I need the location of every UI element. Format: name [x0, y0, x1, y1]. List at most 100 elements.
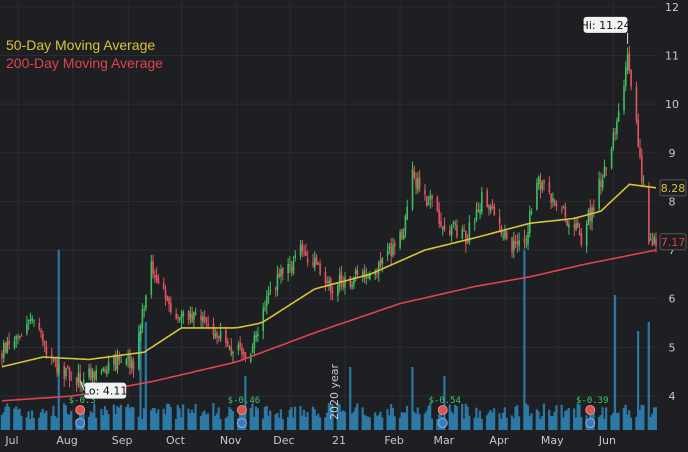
candle-body [132, 361, 135, 370]
volume-bar [405, 405, 409, 430]
candle-body [88, 368, 90, 377]
volume-bar [468, 415, 471, 430]
volume-bar [4, 406, 7, 430]
volume-bar [510, 415, 514, 430]
candle-body [573, 224, 576, 229]
candle-body [1, 353, 3, 359]
candle-body [43, 340, 46, 345]
volume-bar [201, 412, 204, 430]
candle-body [651, 240, 654, 246]
volume-bar [336, 403, 339, 430]
dividend-label: $-0.46 [228, 396, 261, 406]
volume-bar [354, 407, 357, 430]
x-tick-label: Feb [384, 434, 403, 447]
candle-body [20, 335, 23, 337]
candle-body [491, 205, 494, 209]
candle-body [292, 260, 295, 274]
candle-body [363, 270, 366, 279]
candle-body [205, 317, 208, 323]
volume-bar [638, 409, 641, 430]
volume-bar [487, 412, 490, 430]
volume-bar [436, 418, 439, 430]
legend-ma200: 200-Day Moving Average [6, 55, 163, 71]
candle-body [54, 359, 57, 361]
candle-body [145, 295, 147, 309]
y-tick-label: 7 [669, 244, 676, 257]
volume-bar [16, 409, 19, 430]
volume-bar [418, 414, 421, 430]
candle-body [301, 243, 304, 252]
candle-body [280, 269, 282, 277]
candle-body [278, 273, 281, 277]
volume-bar [66, 414, 69, 430]
volume-bar [413, 411, 416, 430]
candle-body [214, 334, 217, 338]
candle-body [342, 282, 345, 287]
candle-body [95, 370, 97, 381]
candle-body [539, 179, 542, 191]
volume-bar [363, 414, 366, 430]
volume-bar [93, 403, 96, 430]
candle-body [116, 356, 119, 369]
year-watermark: 2020 year [328, 363, 341, 420]
candle-body [603, 166, 606, 178]
candle-body [456, 224, 458, 237]
volume-bar [389, 404, 393, 430]
candle-body [70, 379, 73, 381]
candle-body [225, 330, 227, 344]
candle-body [450, 226, 453, 236]
candle-body [127, 355, 129, 359]
candle-body [527, 232, 529, 245]
candle-body [130, 359, 133, 368]
candle-body [578, 230, 581, 235]
candle-body [465, 230, 467, 244]
volume-bar [128, 408, 131, 430]
volume-bar [539, 418, 542, 430]
volume-bar [493, 408, 496, 430]
candle-body [541, 182, 544, 190]
candle-body [505, 231, 508, 239]
candle-body [349, 276, 352, 287]
candle-body [379, 259, 382, 266]
candle-body [399, 232, 401, 248]
candle-body [354, 270, 357, 275]
volume-bar [304, 416, 307, 430]
candle-body [82, 379, 85, 385]
volume-bar [281, 418, 284, 430]
candle-body [452, 222, 455, 224]
candle-body [187, 311, 190, 321]
candle-body [157, 278, 160, 284]
volume-bar [578, 404, 581, 430]
candle-body [648, 186, 650, 243]
volume-bar [443, 376, 446, 430]
volume-bar [464, 403, 467, 430]
candle-body [417, 178, 419, 191]
volume-bar [187, 408, 190, 430]
price-tags: 8.28 7.17 [659, 179, 687, 251]
candle-body [324, 271, 327, 284]
volume-bar [45, 410, 48, 430]
volume-bar [39, 412, 43, 430]
candle-body [17, 336, 19, 338]
candle-body [91, 370, 94, 381]
candle-body [356, 269, 359, 275]
volume-bar [318, 417, 322, 430]
volume-bar [244, 376, 247, 430]
volume-bar [269, 410, 272, 430]
candle-body [630, 69, 632, 87]
candle-body [26, 323, 28, 334]
volume-bar [427, 405, 430, 430]
candle-body [353, 276, 355, 285]
candle-body [203, 315, 206, 320]
candle-body [624, 67, 627, 86]
price-tag-box [659, 233, 687, 251]
volume-bar [340, 411, 343, 430]
candle-body [585, 224, 588, 246]
volume-bar [601, 407, 604, 430]
volume-bar [199, 416, 203, 430]
volume-bar [626, 414, 629, 430]
candle-body [617, 111, 620, 122]
volume-bar [402, 412, 405, 430]
candle-body [481, 192, 483, 213]
volume-bar [473, 417, 476, 430]
